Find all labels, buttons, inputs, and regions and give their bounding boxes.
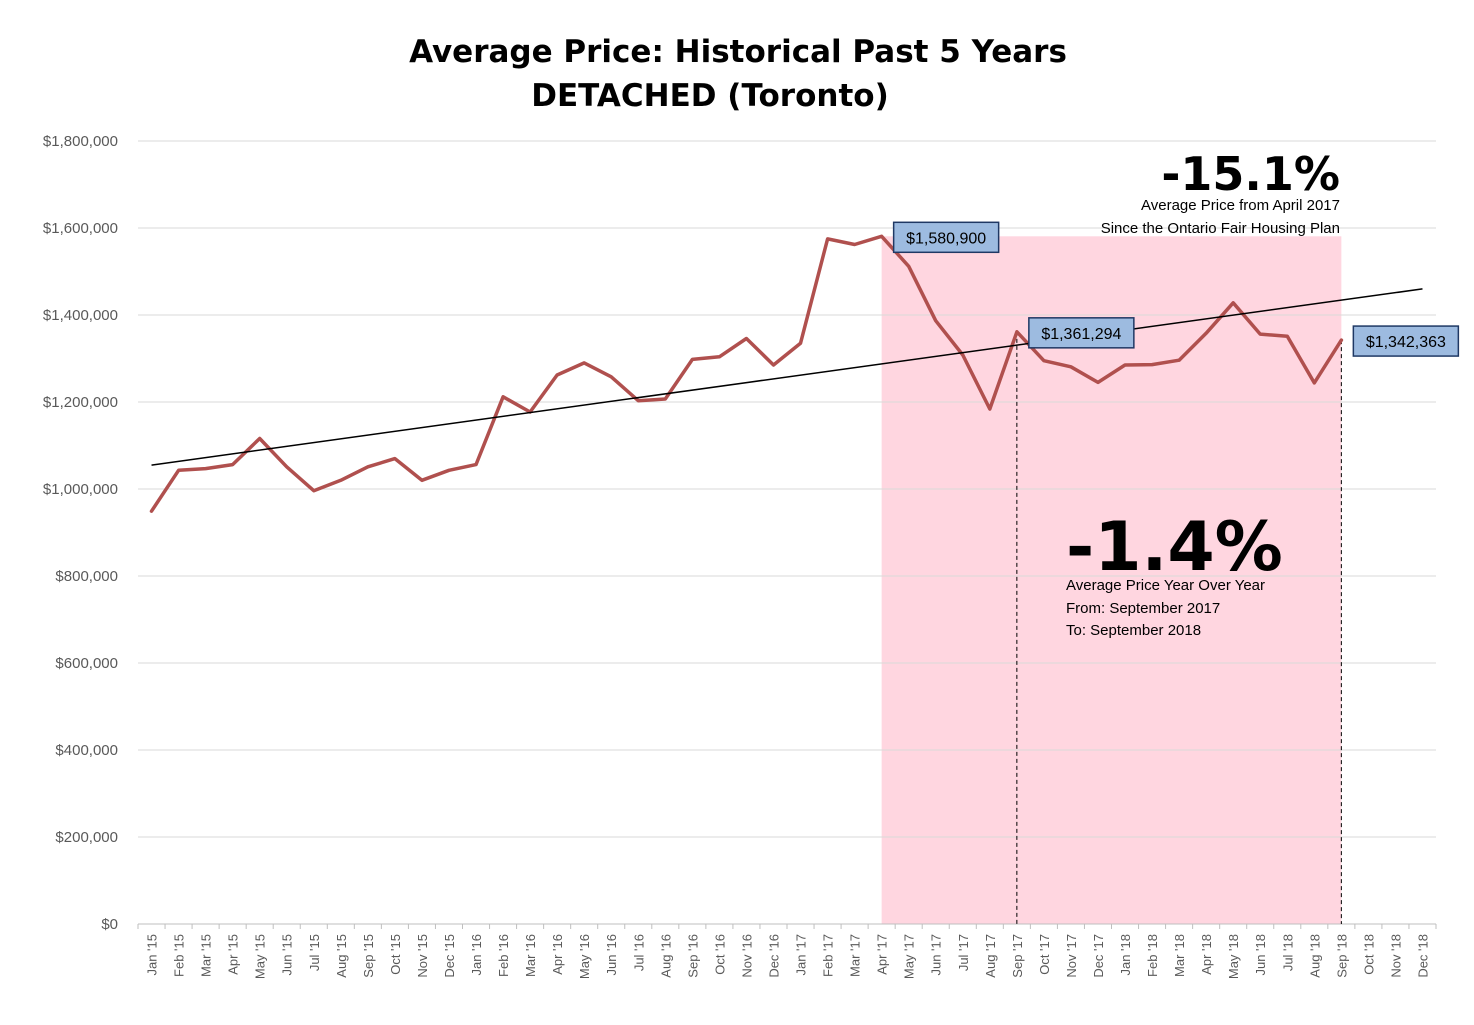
series-layer xyxy=(149,234,1344,513)
y-tick-label: $200,000 xyxy=(55,829,118,846)
callout-box xyxy=(892,221,1000,254)
x-tick-label: Sep '18 xyxy=(1334,934,1349,978)
x-tick-label: Aug '18 xyxy=(1307,934,1322,978)
x-tick-label: Jul '17 xyxy=(956,934,971,971)
x-tick-label: Dec '15 xyxy=(442,934,457,978)
chart-subtitle: DETACHED (Toronto) xyxy=(531,78,888,114)
y-tick-label: $600,000 xyxy=(55,655,118,672)
y-tick-label: $1,400,000 xyxy=(43,307,118,324)
x-tick-label: Dec '16 xyxy=(766,934,781,978)
trendline xyxy=(151,288,1423,466)
y-axis-tick-labels: $0 $200,000 $400,000 $600,000 $800,000 $1,000… xyxy=(43,133,118,933)
x-tick-label: Nov '18 xyxy=(1388,934,1403,978)
y-tick-label: $1,800,000 xyxy=(43,133,118,150)
x-tick-label: Jan '17 xyxy=(794,934,809,976)
x-tick-label: Aug '15 xyxy=(334,934,349,978)
x-tick-label: Oct '16 xyxy=(712,934,727,975)
y-tick-label: $1,000,000 xyxy=(43,481,118,498)
x-tick-label: May '15 xyxy=(253,934,268,979)
annotation-headline-15-1: -15.1% xyxy=(1161,147,1340,201)
x-tick-label: Feb '17 xyxy=(821,934,836,977)
x-tick-label: Apr '17 xyxy=(875,934,890,975)
annotation-note-line: Average Price Year Over Year xyxy=(1066,577,1265,594)
x-tick-label: Jun '17 xyxy=(929,934,944,976)
x-tick-label: Feb '15 xyxy=(172,934,187,977)
dashed-marker-layer xyxy=(1016,331,1342,924)
value-callout: $1,580,900 xyxy=(892,221,1000,254)
callout-layer: $1,580,900 $1,361,294 $1,342,363 xyxy=(892,221,1460,357)
x-tick-label: Jan '16 xyxy=(469,934,484,976)
x-tick-label: Sep '17 xyxy=(1010,934,1025,978)
annotation-headline-1-4: -1.4% xyxy=(1066,508,1283,587)
callout-label: $1,361,294 xyxy=(1041,326,1121,343)
x-tick-label: Aug '17 xyxy=(983,934,998,978)
value-callout: $1,361,294 xyxy=(1028,317,1135,349)
x-tick-label: Jul '16 xyxy=(631,934,646,971)
x-tick-label: Nov '17 xyxy=(1064,934,1079,978)
x-tick-label: Feb '18 xyxy=(1145,934,1160,977)
x-tick-label: Oct '18 xyxy=(1361,934,1376,975)
x-tick-label: Jan '15 xyxy=(145,934,160,976)
annotation-note-line: Average Price from April 2017 xyxy=(1141,197,1340,214)
y-tick-label: $1,200,000 xyxy=(43,394,118,411)
x-tick-label: Sep '15 xyxy=(361,934,376,978)
callout-box xyxy=(1028,317,1135,349)
x-tick-label: Nov '16 xyxy=(739,934,754,978)
annotation-note-line: Since the Ontario Fair Housing Plan xyxy=(1101,220,1340,237)
x-tick-label: May '16 xyxy=(577,934,592,979)
x-tick-label: Mar '16 xyxy=(523,934,538,977)
x-tick-label: Jun '18 xyxy=(1253,934,1268,976)
gridlines-layer xyxy=(138,140,1436,925)
x-tick-label: Mar '18 xyxy=(1172,934,1187,977)
x-tick-label: May '18 xyxy=(1226,934,1241,979)
x-tick-label: Oct '17 xyxy=(1037,934,1052,975)
callout-label: $1,580,900 xyxy=(906,230,986,247)
annotation-year-over-year: -1.4% Average Price Year Over Year From:… xyxy=(1066,508,1283,639)
x-tick-label: Aug '16 xyxy=(658,934,673,978)
annotation-drop-since-april: -15.1% Average Price from April 2017 Sin… xyxy=(1101,147,1340,237)
x-tick-label: Sep '16 xyxy=(685,934,700,978)
callout-label: $1,342,363 xyxy=(1366,334,1446,351)
annotation-note-line: To: September 2018 xyxy=(1066,622,1201,639)
x-tick-label: Apr '16 xyxy=(550,934,565,975)
x-tick-label: May '17 xyxy=(902,934,917,979)
x-tick-label: Jan '18 xyxy=(1118,934,1133,976)
x-tick-label: Apr '15 xyxy=(226,934,241,975)
x-tick-label: Nov '15 xyxy=(415,934,430,978)
x-tick-label: Feb '16 xyxy=(496,934,511,977)
y-tick-label: $0 xyxy=(101,916,118,933)
value-callout: $1,342,363 xyxy=(1352,325,1460,357)
price-series-line xyxy=(149,234,1344,513)
x-tick-label: Jul '15 xyxy=(307,934,322,971)
x-tick-label: Jul '18 xyxy=(1280,934,1295,971)
y-tick-label: $400,000 xyxy=(55,742,118,759)
x-tick-label: Oct '15 xyxy=(388,934,403,975)
annotation-note-line: From: September 2017 xyxy=(1066,600,1220,617)
callout-box xyxy=(1352,325,1460,357)
x-tick-label: Apr '18 xyxy=(1199,934,1214,975)
x-tick-label: Jun '15 xyxy=(280,934,295,976)
trendline-layer xyxy=(151,288,1423,466)
x-tick-label: Mar '15 xyxy=(199,934,214,977)
y-tick-label: $800,000 xyxy=(55,568,118,585)
x-axis-tick-labels: Jan '15 Feb '15 Mar '15 Apr '15 May '15 Jun '… xyxy=(137,924,1437,979)
x-tick-label: Dec '18 xyxy=(1415,934,1430,978)
x-tick-label: Dec '17 xyxy=(1091,934,1106,978)
x-tick-label: Jun '16 xyxy=(604,934,619,976)
y-tick-label: $1,600,000 xyxy=(43,220,118,237)
x-tick-label: Mar '17 xyxy=(848,934,863,977)
chart-title: Average Price: Historical Past 5 Years xyxy=(409,34,1067,70)
